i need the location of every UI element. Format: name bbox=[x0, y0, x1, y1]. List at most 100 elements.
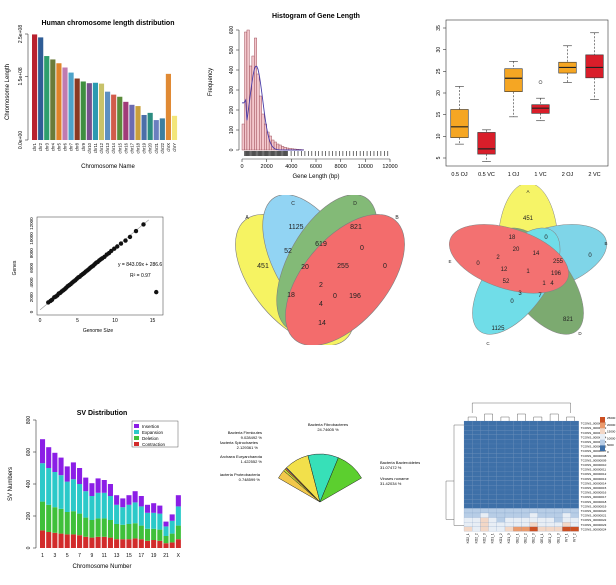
color-key-label: 20000 bbox=[607, 423, 616, 427]
x-tick-label: 0 bbox=[39, 318, 42, 324]
y-tick-label: 25 bbox=[436, 68, 442, 74]
stacked-bar-segment bbox=[52, 532, 58, 548]
stacked-bar-segment bbox=[70, 479, 76, 512]
heatmap-cell bbox=[488, 466, 497, 472]
heatmap-cell bbox=[488, 476, 497, 481]
heatmap-cell bbox=[496, 522, 506, 527]
heatmap-cell bbox=[496, 485, 506, 491]
heatmap-cell bbox=[488, 439, 497, 445]
heatmap-cell bbox=[480, 526, 489, 532]
venn-region-count: 7 bbox=[538, 293, 542, 299]
x-axis-label: Chromosome Number bbox=[72, 564, 131, 570]
y-tick-label: 8000 bbox=[29, 248, 34, 259]
heatmap-cell bbox=[463, 443, 473, 449]
heatmap-cell bbox=[496, 466, 506, 472]
stacked-bar-segment bbox=[175, 506, 181, 526]
heatmap-cell bbox=[488, 517, 497, 523]
heatmap-cell bbox=[463, 512, 473, 518]
x-tick-label: 19 bbox=[151, 553, 157, 559]
column-label: KO1_1 bbox=[491, 533, 495, 543]
heatmap-cell bbox=[554, 457, 563, 463]
heatmap-cell bbox=[480, 476, 489, 481]
x-tick-label: 0.5 OJ bbox=[451, 172, 467, 178]
heatmap-cell bbox=[488, 526, 497, 532]
heatmap-cell bbox=[537, 430, 547, 435]
heatmap-cell bbox=[545, 499, 555, 504]
heatmap-cell bbox=[545, 522, 555, 527]
heatmap-cell bbox=[537, 443, 547, 449]
x-tick-label: chr18 bbox=[136, 142, 141, 153]
heatmap-cell bbox=[513, 517, 522, 523]
pie-percent-label: 9.028492 % bbox=[241, 435, 263, 440]
heatmap-cell bbox=[562, 471, 571, 477]
stacked-bar-segment bbox=[126, 524, 132, 540]
stacked-bar-segment bbox=[52, 507, 58, 533]
stacked-bar-segment bbox=[151, 528, 157, 540]
heatmap-cell bbox=[529, 485, 538, 491]
heatmap-cell bbox=[463, 448, 473, 454]
heatmap-cell bbox=[537, 499, 547, 504]
x-tick-label: chr5 bbox=[56, 142, 61, 151]
heatmap-cell bbox=[521, 508, 530, 514]
heatmap-cell bbox=[513, 425, 522, 431]
heatmap-cell bbox=[496, 489, 506, 495]
x-tick-label: chr15 bbox=[117, 142, 122, 153]
heatmap-cell bbox=[562, 466, 571, 472]
expression-heatmap-panel: TCONS_00000001 TCONS_00000002 TCONS_000000… bbox=[440, 395, 616, 585]
venn-region-count: 196 bbox=[349, 293, 361, 300]
venn-region-count: 18 bbox=[509, 235, 516, 241]
venn-region-count: 821 bbox=[350, 224, 362, 231]
x-tick-label: chr7 bbox=[69, 142, 74, 151]
stacked-bar-segment bbox=[126, 495, 132, 505]
heatmap-cell bbox=[463, 476, 473, 481]
heatmap-cell bbox=[472, 517, 481, 523]
heatmap-cell bbox=[496, 420, 506, 426]
r-squared-annotation: R² = 0.97 bbox=[130, 273, 151, 279]
color-key-label: 25000 bbox=[607, 416, 616, 420]
stacked-bar-segment bbox=[107, 484, 113, 496]
heatmap-cell bbox=[513, 480, 522, 486]
heatmap-cell bbox=[529, 503, 538, 509]
heatmap-cell bbox=[521, 466, 530, 472]
heatmap-cell bbox=[463, 457, 473, 463]
scatter-point bbox=[115, 244, 120, 249]
heatmap-cell bbox=[537, 466, 547, 472]
heatmap-cell bbox=[554, 512, 563, 518]
heatmap-cell bbox=[463, 430, 473, 435]
heatmap-cell bbox=[537, 457, 547, 463]
column-label: KO1_2 bbox=[499, 533, 503, 543]
venn-region-count: 0 bbox=[588, 253, 592, 259]
x-tick-label: 13 bbox=[114, 553, 120, 559]
heatmap-cell bbox=[463, 508, 473, 514]
heatmap-cell bbox=[513, 434, 522, 440]
y-tick-label: 800 bbox=[26, 416, 32, 425]
heatmap-cell bbox=[513, 439, 522, 445]
heatmap-cell bbox=[496, 453, 506, 458]
heatmap-cell bbox=[521, 439, 530, 445]
heatmap-cell bbox=[521, 471, 530, 477]
heatmap-cell bbox=[545, 448, 555, 454]
heatmap-cell bbox=[480, 489, 489, 495]
stacked-bar-segment bbox=[101, 492, 107, 519]
pie-label: Bacteria Firmicutes bbox=[228, 430, 262, 435]
x-tick-label: chr4 bbox=[50, 142, 55, 151]
x-tick-label: 1 VC bbox=[534, 172, 546, 178]
heatmap-cell bbox=[488, 443, 497, 449]
heatmap-cell bbox=[529, 480, 538, 486]
stacked-bar-segment bbox=[64, 534, 70, 548]
venn-region-count: 0 bbox=[383, 263, 387, 270]
heatmap-cell bbox=[545, 430, 555, 435]
heatmap-cell bbox=[504, 517, 514, 523]
venn4-panel: A C D B 451 1125 821 0 52 619 0 20 255 2 18 0 4 196 14 bbox=[225, 195, 415, 345]
chart-title: Human chromosome length distribution bbox=[41, 20, 174, 27]
heatmap-cell bbox=[521, 526, 530, 532]
heatmap-cell bbox=[521, 517, 530, 523]
heatmap-cell bbox=[463, 420, 473, 426]
heatmap-cell bbox=[488, 425, 497, 431]
heatmap-cell bbox=[513, 489, 522, 495]
heatmap-cell bbox=[529, 517, 538, 523]
stacked-bar-segment bbox=[120, 539, 126, 548]
stacked-bar-segment bbox=[40, 530, 46, 548]
heatmap-cell bbox=[504, 471, 514, 477]
heatmap-cell bbox=[513, 485, 522, 491]
